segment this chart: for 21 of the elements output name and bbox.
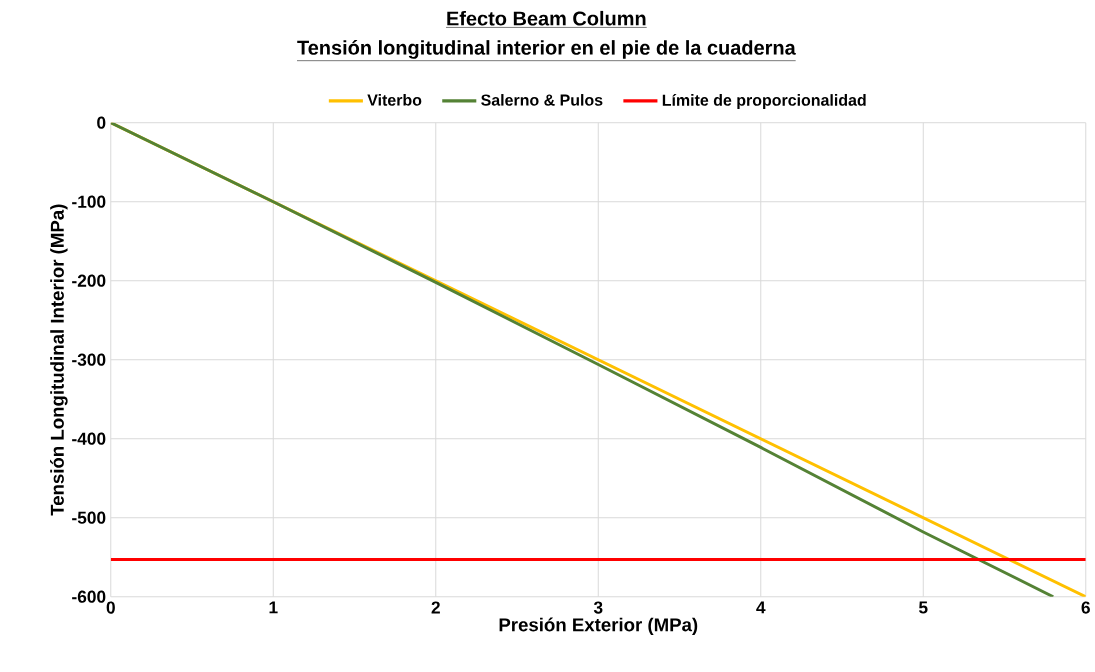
y-tick-label: -600 — [72, 590, 106, 604]
x-tick-label: 4 — [756, 601, 766, 614]
x-tick-label: 2 — [431, 601, 440, 614]
y-tick-label: -200 — [72, 274, 106, 288]
y-tick-label: -300 — [72, 353, 106, 367]
legend-label: Viterbo — [367, 94, 422, 106]
y-tick-label: -100 — [72, 195, 106, 209]
chart-title: Efecto Beam Column — [447, 11, 646, 26]
x-tick-label: 6 — [1081, 601, 1090, 614]
legend-label: Salerno & Pulos — [481, 94, 603, 106]
x-tick-label: 0 — [106, 601, 115, 614]
legend-label: Límite de proporcionalidad — [662, 94, 866, 110]
y-axis-title: Tensión Longitudinal Interior (MPa) — [50, 204, 68, 516]
x-tick-label: 1 — [269, 601, 278, 614]
y-tick-label: -500 — [72, 511, 106, 525]
x-axis-title: Presión Exterior (MPa) — [499, 617, 698, 636]
chart-subtitle: Tensión longitudinal interior en el pie de la cuaderna — [297, 40, 796, 60]
y-tick-label: 0 — [97, 116, 106, 130]
y-tick-label: -400 — [72, 432, 106, 446]
x-tick-label: 5 — [918, 601, 928, 614]
x-tick-label: 3 — [593, 601, 603, 614]
